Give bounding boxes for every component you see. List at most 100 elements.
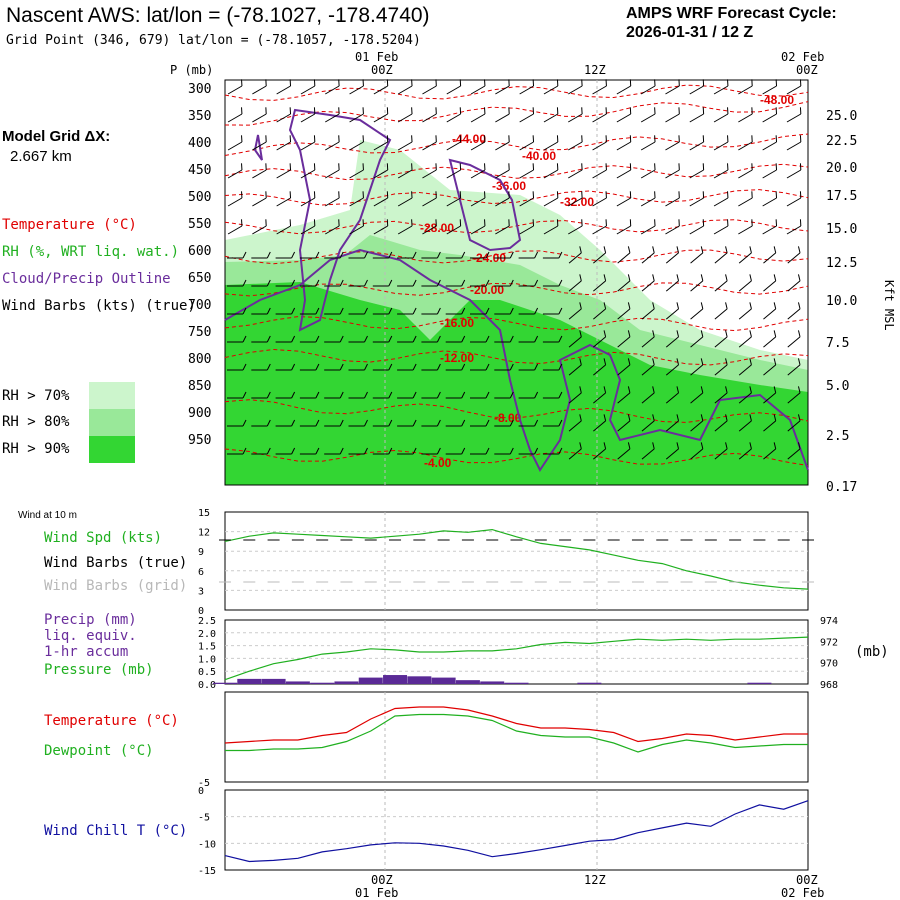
- wind-barb-shaft: [714, 448, 728, 460]
- wind-barb: [592, 135, 607, 151]
- wind-barb: [568, 274, 582, 292]
- wind-barb: [763, 274, 777, 292]
- wind-barb-shaft: [543, 113, 559, 123]
- wind-barb-flag: [751, 191, 753, 199]
- wind-barb-flag: [700, 442, 704, 449]
- wind-barb-flag: [388, 363, 393, 371]
- wind-barb: [446, 191, 462, 207]
- wind-barb-flag: [265, 191, 267, 199]
- precip-ytick: 2.5: [198, 616, 216, 627]
- rh-90-label: RH > 90%: [2, 441, 70, 457]
- rh-90-region: [225, 282, 808, 485]
- wind-barb-shaft: [397, 197, 413, 207]
- wind-barb-shaft: [617, 392, 631, 404]
- wind-barb-shaft: [276, 197, 291, 207]
- wind-barb-shaft: [543, 169, 559, 179]
- wind-barb-shaft: [252, 197, 267, 207]
- wind-barb: [542, 363, 563, 371]
- wind-barb: [445, 307, 466, 315]
- wind-barb-shaft: [689, 169, 704, 179]
- wind-barb-flag: [579, 442, 582, 449]
- wind-barb: [763, 302, 777, 320]
- wind-barb: [421, 335, 441, 343]
- wind-barb-shaft: [495, 225, 510, 235]
- wind-barb-flag: [509, 447, 514, 455]
- wind-barb-shaft: [325, 141, 340, 151]
- wind-barb: [470, 307, 490, 315]
- wind-barb: [640, 79, 656, 95]
- wind-barb-flag: [654, 163, 656, 171]
- wind-barb-flag: [629, 79, 632, 87]
- wind-barb-shaft: [397, 169, 413, 179]
- wind-barb: [690, 358, 704, 376]
- wind-barb: [252, 107, 267, 123]
- wind-barb: [275, 279, 296, 287]
- wind-barb-flag: [459, 135, 462, 143]
- wind-barb: [324, 363, 344, 371]
- wind-barb: [227, 251, 247, 259]
- wind-barb: [227, 307, 247, 315]
- height-tick: 12.5: [826, 256, 857, 271]
- wind-barb-flag: [579, 274, 582, 281]
- temperature-contour-label: -48.00: [760, 93, 794, 107]
- wind-barb: [373, 219, 389, 235]
- wind-barb-shaft: [641, 336, 655, 348]
- wind-barb: [348, 391, 368, 399]
- wind-barb-shaft: [714, 336, 728, 348]
- wind-barb: [324, 391, 344, 399]
- wind-barb: [689, 135, 705, 151]
- wind-barb: [373, 163, 389, 179]
- wind-barb-flag: [727, 135, 729, 143]
- liq-equiv-label: liq. equiv.: [44, 628, 137, 644]
- wind-barb-shaft: [300, 113, 316, 123]
- wind-barb-flag: [556, 191, 559, 199]
- wind-barb-shaft: [665, 252, 679, 264]
- wind-barb: [641, 246, 655, 264]
- wind-barb-flag: [509, 363, 514, 371]
- wind-barb: [641, 386, 655, 404]
- wind-barb: [542, 279, 563, 287]
- wind-barb: [348, 279, 368, 287]
- wind-barb-shaft: [665, 364, 679, 376]
- wind-barb: [299, 363, 320, 371]
- wind-barb: [787, 386, 801, 404]
- wind-barb: [421, 307, 441, 315]
- wind-barb-flag: [485, 251, 490, 259]
- wind-barb-flag: [727, 219, 729, 227]
- wind-barb-shaft: [592, 225, 607, 235]
- top-time-00z: 00Z: [371, 63, 393, 77]
- wind-barb-flag: [339, 419, 344, 427]
- wind-barb-flag: [289, 191, 292, 199]
- wind-barb-shaft: [787, 336, 801, 348]
- wind-barb-flag: [364, 251, 368, 259]
- wind-barb: [738, 163, 753, 179]
- pressure-axis-label: P (mb): [170, 63, 214, 77]
- wind-barb-flag: [313, 191, 316, 199]
- wind-barb-shaft: [738, 113, 753, 123]
- wind-barb-shaft: [665, 141, 680, 151]
- wind-barb-shaft: [543, 197, 559, 207]
- wind-barb: [738, 274, 752, 292]
- wind-barb-flag: [654, 219, 656, 227]
- wind-barb: [713, 107, 729, 123]
- wind-barb-flag: [265, 79, 267, 87]
- temperature-contour: [224, 316, 809, 332]
- wind-barb: [470, 419, 490, 427]
- wind-barb-flag: [242, 391, 247, 399]
- wind-barb: [275, 391, 296, 399]
- pressure-tick: 900: [188, 406, 211, 421]
- wind-barb-shaft: [470, 169, 486, 179]
- wind-barb-flag: [436, 419, 441, 427]
- wind-barb: [445, 363, 466, 371]
- wind-barb-flag: [485, 419, 490, 427]
- wind-barb: [640, 191, 656, 207]
- wind-barb: [299, 307, 320, 315]
- wind-barb-shaft: [617, 420, 631, 432]
- wind-barb: [518, 307, 539, 315]
- wind-barb-shaft: [762, 85, 777, 95]
- windchill-ytick: -10: [198, 839, 216, 850]
- wind-barb-shaft: [786, 197, 802, 207]
- wind-barb: [787, 330, 801, 348]
- wind-barb: [397, 107, 413, 123]
- wind-barb-shaft: [714, 420, 728, 432]
